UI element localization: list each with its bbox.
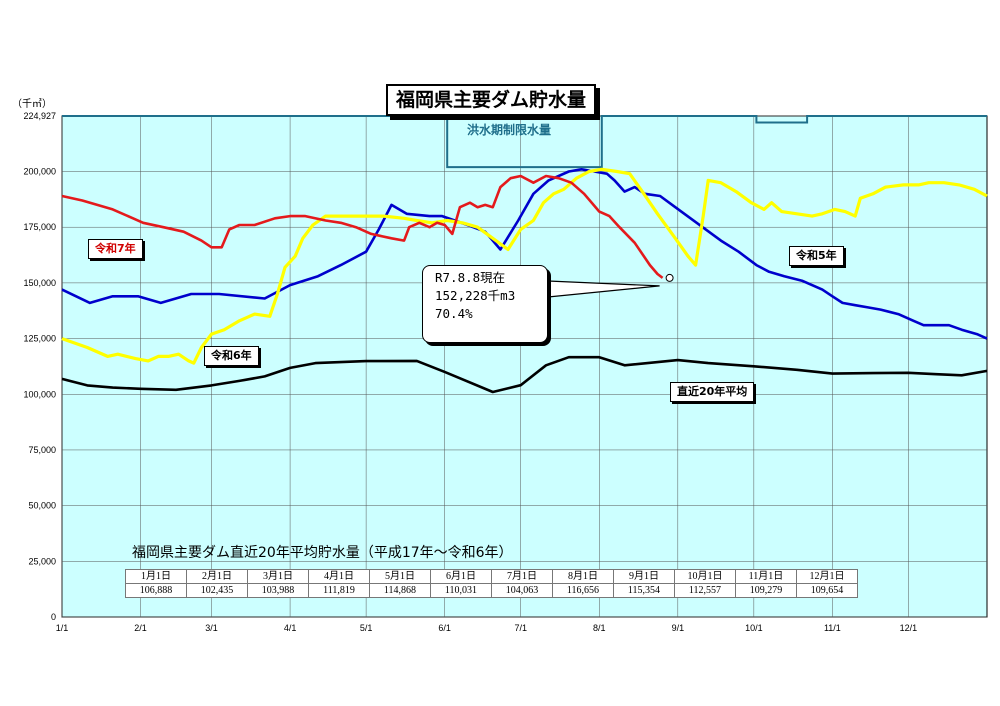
avg-table-header-cell: 4月1日 — [308, 569, 370, 584]
chart-title: 福岡県主要ダム貯水量 — [386, 84, 597, 116]
y-tick-label: 0 — [51, 612, 56, 622]
legend-avg: 直近20年平均 — [670, 382, 755, 402]
x-tick-label: 3/1 — [205, 623, 218, 633]
avg-table-value-cell: 103,988 — [247, 583, 309, 598]
avg-table-header-cell: 5月1日 — [369, 569, 431, 584]
avg-table-value-cell: 110,031 — [430, 583, 492, 598]
x-tick-label: 10/1 — [745, 623, 763, 633]
avg-table-value-cell: 109,279 — [735, 583, 797, 598]
y-tick-label: 224,927 — [23, 111, 56, 121]
avg-table-header-cell: 8月1日 — [552, 569, 614, 584]
avg-table-value-cell: 112,557 — [674, 583, 736, 598]
avg-table-header-row: 1月1日 2月1日 3月1日 4月1日 5月1日 6月1日 7月1日 8月1日 9月1日 10月1… — [125, 569, 858, 584]
x-tick-label: 2/1 — [134, 623, 147, 633]
avg-table-value-cell: 114,868 — [369, 583, 431, 598]
flood-limit-label: 洪水期制限水量 — [467, 123, 552, 137]
avg-table-value-row: 106,888 102,435 103,988 111,819 114,868 110,0… — [125, 583, 858, 598]
series-line-avg — [61, 355, 988, 394]
callout-pointer — [547, 280, 660, 298]
y-unit-label: （千㎥） — [12, 99, 52, 110]
avg-table-value-cell: 115,354 — [613, 583, 675, 598]
series-line-r5 — [61, 168, 988, 340]
y-tick-label: 125,000 — [23, 334, 56, 344]
current-status-callout: R7.8.8現在 152,228千m3 70.4% — [422, 265, 548, 343]
avg-table-value-cell: 116,656 — [552, 583, 614, 598]
y-tick-label: 25,000 — [28, 556, 56, 566]
y-tick-label: 75,000 — [28, 445, 56, 455]
x-tick-label: 12/1 — [900, 623, 918, 633]
y-tick-label: 200,000 — [23, 167, 56, 177]
callout-volume: 152,228千m3 — [435, 288, 516, 303]
legend-r7: 令和7年 — [88, 239, 143, 259]
avg-table-value-cell: 111,819 — [308, 583, 370, 598]
x-tick-label: 7/1 — [514, 623, 527, 633]
x-tick-label: 11/1 — [824, 623, 841, 633]
callout-date: R7.8.8現在 — [435, 270, 506, 285]
x-tick-label: 9/1 — [672, 623, 685, 633]
current-point-marker — [665, 273, 674, 282]
series-lines — [61, 115, 988, 394]
avg-table-header-cell: 12月1日 — [796, 569, 858, 584]
x-axis-ticks: 1/1 2/1 3/1 4/1 5/1 6/1 7/1 8/1 9/1 10/1 11/1 12/1 — [56, 623, 917, 633]
avg-table-header-cell: 6月1日 — [430, 569, 492, 584]
y-tick-label: 150,000 — [23, 278, 56, 288]
avg-table: 1月1日 2月1日 3月1日 4月1日 5月1日 6月1日 7月1日 8月1日 9月1日 10月1… — [125, 569, 858, 598]
x-tick-label: 1/1 — [56, 623, 69, 633]
x-tick-label: 5/1 — [360, 623, 373, 633]
y-tick-label: 175,000 — [23, 222, 56, 232]
y-tick-label: 50,000 — [28, 501, 56, 511]
y-tick-label: 100,000 — [23, 389, 56, 399]
x-tick-label: 6/1 — [438, 623, 451, 633]
avg-table-header-cell: 7月1日 — [491, 569, 553, 584]
x-tick-label: 8/1 — [593, 623, 606, 633]
avg-table-header-cell: 2月1日 — [186, 569, 248, 584]
avg-table-header-cell: 1月1日 — [125, 569, 187, 584]
series-line-r6 — [61, 167, 988, 365]
plot-area — [61, 115, 988, 618]
avg-table-header-cell: 3月1日 — [247, 569, 309, 584]
avg-table-header-cell: 10月1日 — [674, 569, 736, 584]
callout-percent: 70.4% — [435, 306, 473, 321]
y-axis-ticks: 0 25,000 50,000 75,000 100,000 125,000 150,000… — [23, 111, 56, 622]
legend-r6: 令和6年 — [204, 346, 259, 366]
avg-table-header-cell: 11月1日 — [735, 569, 797, 584]
series-line-r7 — [61, 174, 664, 279]
flood-limit-line — [62, 115, 987, 169]
avg-table-value-cell: 106,888 — [125, 583, 187, 598]
legend-r5: 令和5年 — [789, 246, 844, 266]
avg-table-value-cell: 109,654 — [796, 583, 858, 598]
x-tick-label: 4/1 — [284, 623, 297, 633]
avg-table-value-cell: 102,435 — [186, 583, 248, 598]
avg-table-value-cell: 104,063 — [491, 583, 553, 598]
avg-table-header-cell: 9月1日 — [613, 569, 675, 584]
avg-table-title: 福岡県主要ダム直近20年平均貯水量（平成17年～令和6年） — [132, 545, 513, 561]
